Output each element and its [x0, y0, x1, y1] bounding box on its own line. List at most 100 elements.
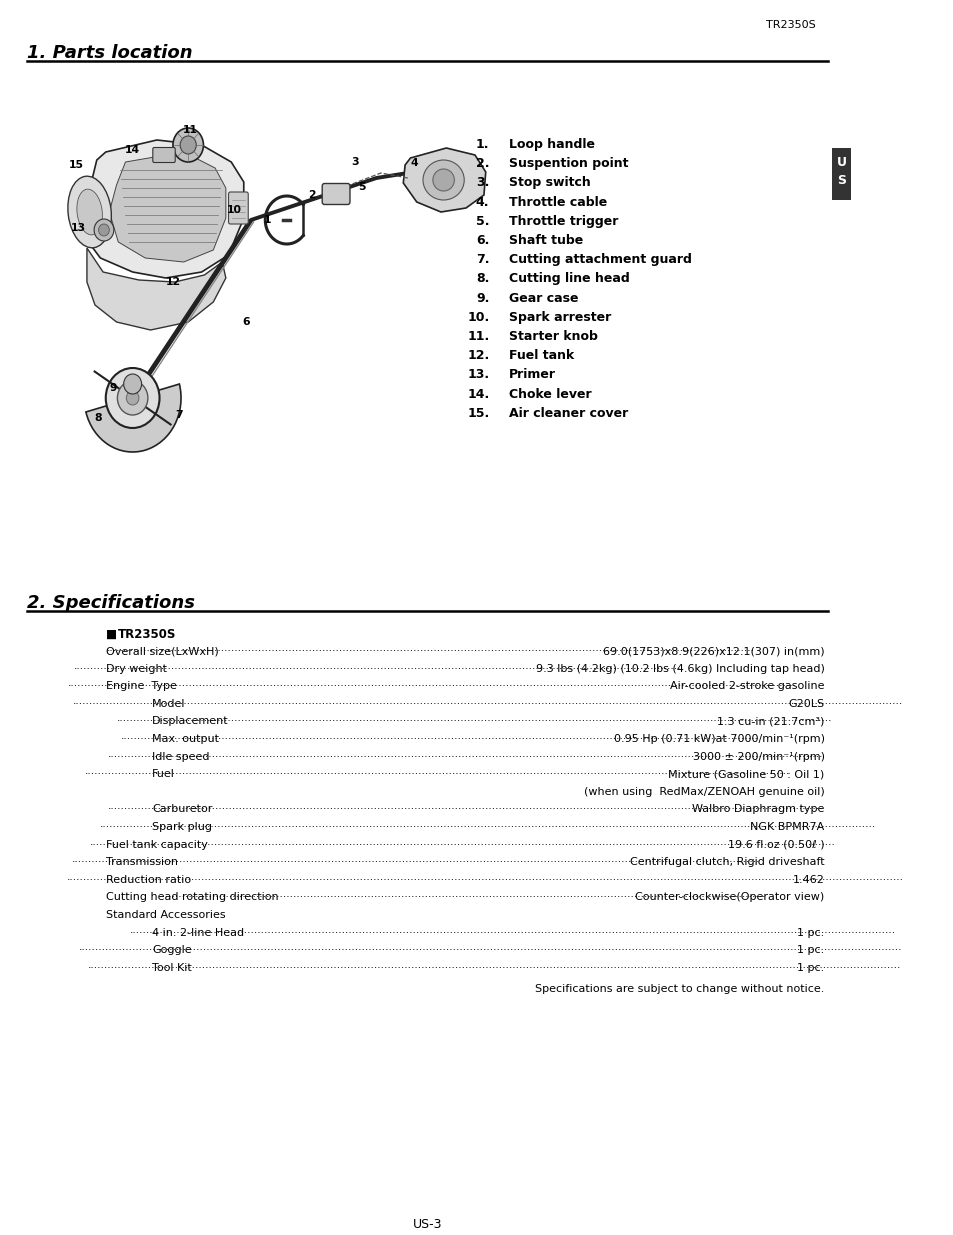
Text: 10.: 10. — [467, 311, 489, 324]
Text: 1 pc.: 1 pc. — [797, 927, 823, 937]
Text: Dry weight: Dry weight — [106, 663, 167, 673]
Text: ················································································: ········································… — [91, 840, 835, 850]
Ellipse shape — [433, 169, 454, 191]
Text: Spark plug: Spark plug — [152, 823, 213, 832]
Text: 3000 ± 200/min⁻¹(rpm): 3000 ± 200/min⁻¹(rpm) — [692, 752, 823, 762]
FancyBboxPatch shape — [831, 148, 850, 200]
Circle shape — [124, 374, 141, 394]
Text: 9: 9 — [109, 383, 116, 393]
Text: 1: 1 — [263, 215, 271, 225]
Text: 19.6 fl.oz (0.50ℓ ): 19.6 fl.oz (0.50ℓ ) — [727, 840, 823, 850]
FancyBboxPatch shape — [229, 191, 248, 224]
Text: ················································································: ········································… — [100, 823, 876, 832]
Text: Fuel tank: Fuel tank — [509, 350, 574, 362]
Text: ················································································: ········································… — [71, 857, 760, 867]
Text: ················································································: ········································… — [130, 927, 895, 937]
Text: 69.0(1753)x8.9(226)x12.1(307) in(mm): 69.0(1753)x8.9(226)x12.1(307) in(mm) — [602, 646, 823, 656]
Text: 1 pc.: 1 pc. — [797, 963, 823, 973]
Text: ················································································: ········································… — [107, 646, 754, 656]
Text: 1 pc.: 1 pc. — [797, 945, 823, 955]
Text: 9.3 lbs (4.2kg) (10.2 lbs (4.6kg) Including tap head): 9.3 lbs (4.2kg) (10.2 lbs (4.6kg) Includ… — [535, 663, 823, 673]
Text: 8: 8 — [94, 412, 102, 424]
Text: Carburetor: Carburetor — [152, 804, 213, 814]
Text: Choke lever: Choke lever — [509, 388, 591, 400]
Text: ················································································: ········································… — [73, 699, 902, 709]
Text: Spark arrester: Spark arrester — [509, 311, 611, 324]
Text: 2.: 2. — [476, 157, 489, 170]
Text: Cutting line head: Cutting line head — [509, 273, 629, 285]
Text: 12.: 12. — [467, 350, 489, 362]
Text: Starter knob: Starter knob — [509, 330, 598, 343]
Text: Throttle trigger: Throttle trigger — [509, 215, 618, 227]
Text: 6.: 6. — [476, 233, 489, 247]
FancyBboxPatch shape — [152, 147, 175, 163]
Text: S: S — [836, 174, 845, 188]
Text: Primer: Primer — [509, 368, 556, 382]
Circle shape — [94, 219, 113, 241]
Ellipse shape — [77, 189, 102, 235]
Text: (when using  RedMax/ZENOAH genuine oil): (when using RedMax/ZENOAH genuine oil) — [583, 787, 823, 797]
Text: ················································································: ········································… — [108, 752, 822, 762]
Circle shape — [117, 382, 148, 415]
Polygon shape — [84, 140, 244, 278]
Text: NGK BPMR7A: NGK BPMR7A — [749, 823, 823, 832]
Text: Suspention point: Suspention point — [509, 157, 628, 170]
Text: Walbro Diaphragm type: Walbro Diaphragm type — [692, 804, 823, 814]
Text: TR2350S: TR2350S — [118, 629, 176, 641]
Text: 13: 13 — [71, 224, 87, 233]
Text: Throttle cable: Throttle cable — [509, 195, 607, 209]
Text: 12: 12 — [165, 277, 180, 287]
Text: ················································································: ········································… — [120, 734, 758, 743]
Text: ················································································: ········································… — [67, 874, 903, 884]
Text: 1.462: 1.462 — [792, 874, 823, 884]
Text: Goggle: Goggle — [152, 945, 192, 955]
Text: Specifications are subject to change without notice.: Specifications are subject to change wit… — [535, 984, 823, 994]
Text: Mixture (Gasoline 50 : Oil 1): Mixture (Gasoline 50 : Oil 1) — [667, 769, 823, 779]
Text: TR2350S: TR2350S — [765, 20, 815, 30]
Text: 7.: 7. — [476, 253, 489, 267]
Polygon shape — [87, 248, 226, 330]
Text: ················································································: ········································… — [116, 716, 831, 726]
Text: Cutting attachment guard: Cutting attachment guard — [509, 253, 691, 267]
Circle shape — [172, 128, 203, 162]
Text: Air-cooled 2-stroke gasoline: Air-cooled 2-stroke gasoline — [669, 682, 823, 692]
Ellipse shape — [422, 161, 464, 200]
Text: 3: 3 — [351, 157, 358, 167]
Text: U: U — [836, 156, 845, 168]
Text: ················································································: ········································… — [88, 963, 901, 973]
Text: 10: 10 — [227, 205, 242, 215]
Text: 6: 6 — [242, 317, 250, 327]
Text: ················································································: ········································… — [79, 945, 902, 955]
Text: Tool Kit: Tool Kit — [152, 963, 192, 973]
Text: 5.: 5. — [476, 215, 489, 227]
Circle shape — [180, 136, 196, 154]
Circle shape — [126, 391, 139, 405]
Text: 3.: 3. — [476, 177, 489, 189]
Text: Cutting head rotating direction: Cutting head rotating direction — [106, 893, 278, 903]
Text: ················································································: ········································… — [108, 804, 822, 814]
Text: 2: 2 — [308, 190, 315, 200]
Text: Fuel tank capacity: Fuel tank capacity — [106, 840, 208, 850]
Polygon shape — [403, 148, 485, 212]
Text: Gear case: Gear case — [509, 291, 578, 305]
Text: 9.: 9. — [476, 291, 489, 305]
Ellipse shape — [68, 177, 112, 248]
Text: ■: ■ — [106, 629, 117, 641]
Text: Standard Accessories: Standard Accessories — [106, 910, 225, 920]
Text: 4: 4 — [410, 158, 417, 168]
Text: Engine  Type: Engine Type — [106, 682, 176, 692]
Text: 13.: 13. — [467, 368, 489, 382]
Text: Transmission: Transmission — [106, 857, 177, 867]
Text: ················································································: ········································… — [68, 682, 796, 692]
Text: Fuel: Fuel — [152, 769, 175, 779]
Text: 4 in. 2-line Head: 4 in. 2-line Head — [152, 927, 244, 937]
Text: ················································································: ········································… — [159, 893, 766, 903]
Text: Max. output: Max. output — [152, 734, 219, 743]
Text: Reduction ratio: Reduction ratio — [106, 874, 191, 884]
Text: Counter-clockwise(Operator view): Counter-clockwise(Operator view) — [635, 893, 823, 903]
Text: 2. Specifications: 2. Specifications — [27, 594, 194, 613]
Text: 8.: 8. — [476, 273, 489, 285]
Circle shape — [98, 224, 110, 236]
Text: Centrifugal clutch, Rigid driveshaft: Centrifugal clutch, Rigid driveshaft — [629, 857, 823, 867]
Text: Air cleaner cover: Air cleaner cover — [509, 406, 628, 420]
